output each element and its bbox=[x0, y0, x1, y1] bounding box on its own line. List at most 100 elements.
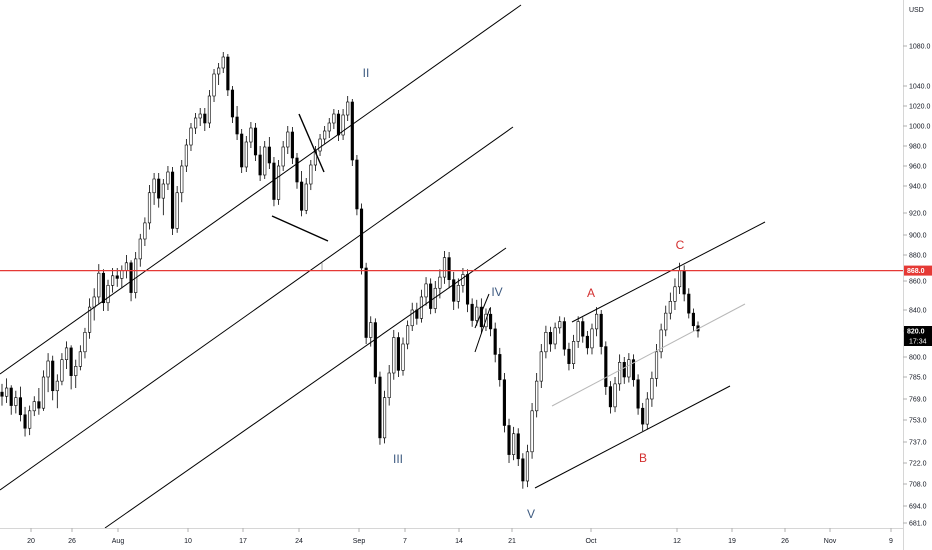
abc-lower-channel-line bbox=[534, 385, 731, 489]
candlestick-series bbox=[0, 52, 700, 489]
price-tick-label: 1080.0 bbox=[909, 44, 931, 51]
candle-down bbox=[493, 328, 497, 355]
horizontal-line-price-label: 868.0 bbox=[907, 268, 925, 275]
candle-up bbox=[207, 95, 211, 124]
candle-up bbox=[28, 410, 32, 429]
price-tick-label: 681.0 bbox=[909, 521, 927, 528]
candle-up bbox=[590, 328, 594, 349]
price-tick-label: 920.0 bbox=[909, 211, 927, 218]
candle-down bbox=[682, 270, 686, 295]
candle-down bbox=[295, 157, 299, 183]
candle-down bbox=[489, 313, 493, 330]
candle-up bbox=[281, 146, 285, 167]
wave-label-a: A bbox=[587, 286, 595, 300]
price-tick-label: 769.0 bbox=[909, 397, 927, 404]
candle-up bbox=[147, 192, 152, 224]
candle-up bbox=[106, 285, 110, 304]
price-axis[interactable]: 1080.0 1040.0 1020.0 1000.0 980.0 960.0 940.0 9… bbox=[903, 0, 932, 550]
candle-down bbox=[498, 354, 502, 381]
price-axis-ticks: 1080.0 1040.0 1020.0 1000.0 980.0 960.0 940.0 9… bbox=[903, 44, 931, 528]
price-tick-label: 960.0 bbox=[909, 164, 927, 171]
candle-down bbox=[507, 425, 511, 455]
wave-label-b: B bbox=[639, 451, 647, 465]
price-tick-label: 900.0 bbox=[909, 233, 927, 240]
candle-up bbox=[544, 331, 548, 353]
candle-up bbox=[212, 73, 216, 97]
candle-up bbox=[442, 257, 447, 278]
candle-up bbox=[276, 165, 281, 200]
candle-up bbox=[244, 141, 248, 168]
candle-up bbox=[138, 238, 142, 260]
candle-down bbox=[300, 181, 304, 211]
candle-up bbox=[595, 313, 599, 330]
candle-down bbox=[101, 272, 105, 304]
price-tick-label: 694.0 bbox=[909, 504, 927, 511]
candle-up bbox=[424, 283, 428, 298]
lower-channel-line bbox=[104, 247, 507, 529]
wave-label-iv: IV bbox=[491, 285, 502, 299]
candle-up bbox=[286, 131, 290, 148]
candle-down bbox=[226, 56, 230, 91]
trend-channel-lines bbox=[0, 4, 766, 529]
wave-label-v: V bbox=[527, 507, 535, 521]
candle-down bbox=[585, 335, 589, 349]
candle-up bbox=[309, 164, 313, 185]
candle-up bbox=[392, 337, 396, 374]
time-tick-label: 14 bbox=[455, 538, 463, 545]
candle-down bbox=[548, 331, 553, 345]
bar-countdown-label: 17:34 bbox=[909, 339, 927, 346]
middle-channel-line bbox=[0, 126, 514, 491]
candle-up bbox=[111, 275, 115, 286]
time-tick-label: 21 bbox=[508, 538, 516, 545]
candle-down bbox=[230, 89, 235, 118]
candle-up bbox=[198, 113, 202, 119]
candle-up bbox=[64, 347, 69, 360]
upper-channel-line bbox=[0, 4, 522, 375]
candle-up bbox=[645, 398, 649, 425]
candle-up bbox=[668, 300, 672, 314]
candle-down bbox=[521, 458, 525, 482]
chart-plot-area[interactable]: II III IV V A B C I bbox=[0, 4, 903, 529]
triangle-upper-line bbox=[298, 113, 325, 173]
candle-down bbox=[267, 146, 271, 164]
candle-down bbox=[631, 359, 636, 381]
candle-up bbox=[650, 378, 654, 400]
candle-down bbox=[516, 433, 520, 460]
price-tick-label: 1000.0 bbox=[909, 124, 931, 131]
candle-up bbox=[97, 272, 101, 298]
wave-labels: II III IV V A B C I bbox=[321, 66, 685, 521]
candle-up bbox=[677, 270, 682, 288]
candle-down bbox=[203, 113, 207, 124]
candle-up bbox=[613, 383, 617, 408]
candle-up bbox=[161, 183, 165, 199]
candle-up bbox=[406, 325, 410, 345]
candle-down bbox=[336, 113, 341, 136]
candle-down bbox=[599, 313, 603, 347]
abc-upper-channel-line bbox=[571, 221, 766, 323]
candle-down bbox=[465, 274, 470, 305]
time-axis[interactable]: 20 26 Aug 10 17 24 Sep 7 14 21 Oct 12 19 26 Nov 9 bbox=[0, 528, 903, 545]
candle-up bbox=[456, 285, 460, 302]
candle-up bbox=[5, 387, 9, 397]
candle-down bbox=[235, 116, 239, 135]
price-tick-label: 1040.0 bbox=[909, 84, 931, 91]
candle-down bbox=[18, 397, 23, 416]
candle-down bbox=[51, 360, 55, 392]
price-tick-label: 800.0 bbox=[909, 355, 927, 362]
candle-down bbox=[355, 159, 359, 210]
candle-up bbox=[341, 114, 345, 136]
candle-down bbox=[373, 322, 377, 378]
price-tick-label: 980.0 bbox=[909, 144, 927, 151]
candle-up bbox=[318, 138, 322, 152]
wave-label-ii: II bbox=[363, 66, 370, 80]
price-tick-label: 722.0 bbox=[909, 461, 927, 468]
candle-up bbox=[83, 331, 87, 353]
candle-down bbox=[9, 387, 13, 406]
candle-up bbox=[180, 165, 184, 194]
candle-down bbox=[502, 379, 506, 426]
candle-up bbox=[323, 130, 327, 140]
time-tick-label: 26 bbox=[68, 538, 76, 545]
currency-label: USD bbox=[909, 7, 924, 14]
time-tick-label: 7 bbox=[403, 538, 407, 545]
